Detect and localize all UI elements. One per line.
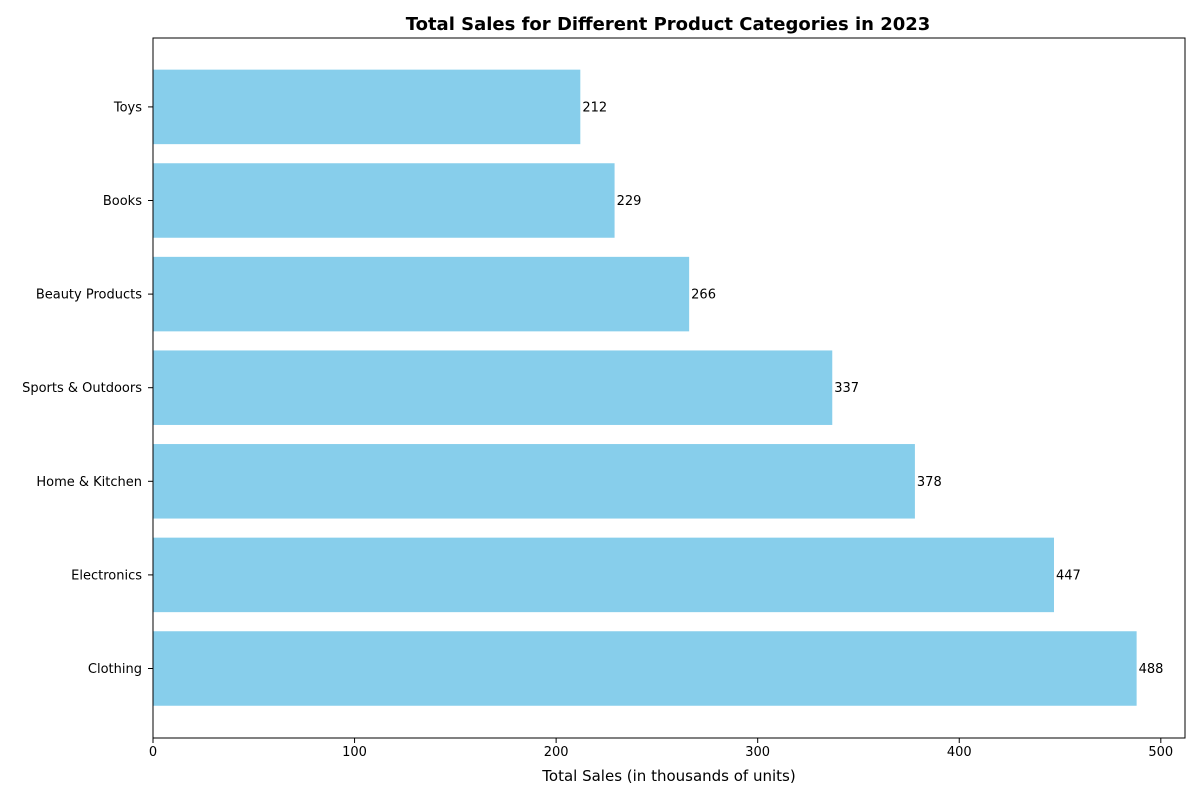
y-tick-label: Sports & Outdoors bbox=[22, 381, 142, 396]
x-tick-label: 500 bbox=[1148, 745, 1173, 760]
y-tick-label: Clothing bbox=[88, 662, 142, 677]
bar-electronics bbox=[153, 537, 1054, 613]
x-axis: 0 100 200 300 400 500 bbox=[149, 738, 1173, 760]
y-tick-label: Electronics bbox=[71, 568, 142, 583]
bars-group bbox=[153, 69, 1137, 706]
plot-frame bbox=[152, 37, 1186, 739]
chart-title: Total Sales for Different Product Catego… bbox=[406, 14, 931, 35]
bar-clothing bbox=[153, 631, 1137, 706]
y-axis: Clothing Electronics Home & Kitchen Sports … bbox=[22, 100, 153, 677]
data-labels-group: 488 447 378 337 266 229 212 bbox=[582, 100, 1163, 677]
x-tick-label: 200 bbox=[544, 745, 569, 760]
y-tick-label: Home & Kitchen bbox=[36, 475, 142, 490]
data-label: 488 bbox=[1139, 662, 1164, 677]
y-tick-label: Books bbox=[103, 194, 142, 209]
y-tick-label: Beauty Products bbox=[36, 288, 142, 303]
bar-toys bbox=[153, 69, 581, 145]
data-label: 337 bbox=[834, 381, 859, 396]
data-label: 229 bbox=[617, 194, 642, 209]
bar-home-kitchen bbox=[153, 444, 915, 519]
data-label: 266 bbox=[691, 288, 716, 303]
x-tick-label: 0 bbox=[149, 745, 157, 760]
bar-books bbox=[153, 163, 615, 238]
y-tick-label: Toys bbox=[113, 100, 142, 115]
x-tick-label: 400 bbox=[947, 745, 972, 760]
bar-beauty-products bbox=[153, 256, 690, 332]
data-label: 212 bbox=[582, 100, 607, 115]
data-label: 378 bbox=[917, 475, 942, 490]
x-axis-label: Total Sales (in thousands of units) bbox=[541, 767, 795, 785]
x-tick-label: 300 bbox=[745, 745, 770, 760]
x-tick-label: 100 bbox=[342, 745, 367, 760]
bar-sports-outdoors bbox=[153, 350, 833, 425]
data-label: 447 bbox=[1056, 568, 1081, 583]
